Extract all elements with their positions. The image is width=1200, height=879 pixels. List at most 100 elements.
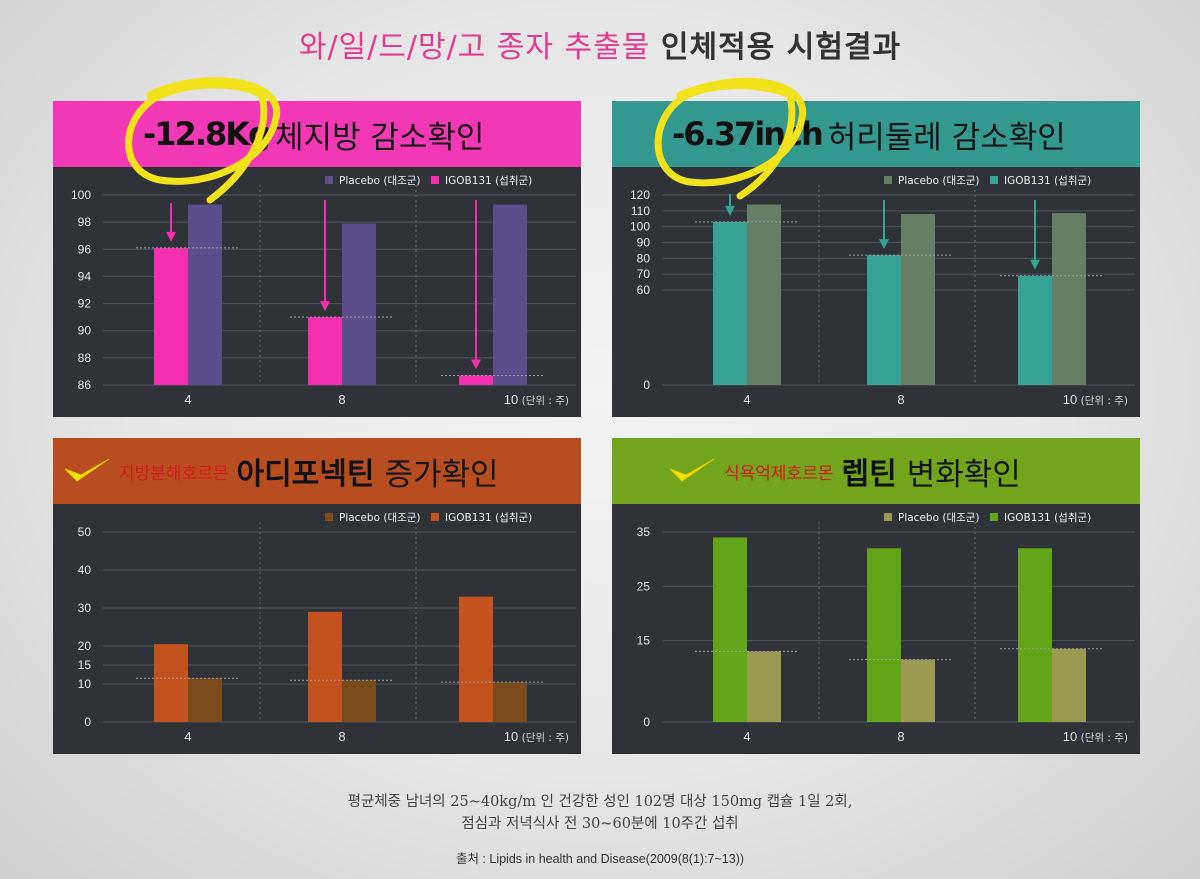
panel-waist: -6.37inch 허리둘레 감소확인 0 60 70 80 90 100 110 120 Pl… [612,101,1140,417]
bar-placebo [1052,648,1086,722]
header-bold: 렙틴 [841,457,897,492]
legend-label: Placebo (대조군) [339,512,421,524]
x-tick-label: 8 [338,729,345,744]
unit-note: (단위 : 주) [1081,394,1128,407]
x-tick-label: 4 [743,729,750,744]
y-tick-label: 92 [78,297,92,311]
legend-label: IGOB131 (섭취군) [1004,175,1091,187]
bar-treatment [459,375,493,385]
highlight-circle-waist [654,77,807,200]
arrow-head [166,231,176,242]
arrow-head [725,539,735,551]
y-tick-label: 90 [637,236,651,250]
bar-placebo [747,651,781,722]
legend-swatch [990,513,998,521]
unit-note: (단위 : 주) [522,394,569,407]
y-tick-label: 100 [71,188,91,202]
unit-note: (단위 : 주) [1081,731,1128,744]
y-tick-label: 94 [78,269,92,283]
bar-placebo [747,204,781,385]
arrow-head [1030,259,1040,270]
y-tick-label: 25 [637,579,651,593]
y-tick-label: 0 [643,378,650,392]
legend-label: IGOB131 (섭취군) [445,175,532,187]
title-result: 인체적용 시험결과 [660,30,902,65]
x-tick-label: 8 [897,729,904,744]
unit-note: (단위 : 주) [522,731,569,744]
y-tick-label: 40 [78,563,92,577]
arrow-head [471,601,481,613]
y-tick-label: 96 [78,242,92,256]
bar-placebo [901,659,935,722]
legend-swatch [990,176,998,184]
y-tick-label: 90 [78,324,92,338]
bar-treatment [154,247,188,385]
title-product: 와/일/드/망/고 종자 추출물 [298,30,651,65]
bar-treatment [867,255,901,385]
header-text: 체지방 감소확인 [274,119,485,156]
x-tick-label: 4 [743,392,750,407]
x-tick-label: 10 [1063,392,1077,407]
bar-treatment [308,317,342,385]
x-tick-label: 8 [897,392,904,407]
x-tick-label: 10 [504,392,518,407]
y-tick-label: 10 [78,677,92,691]
panel-header: 식욕억제호르몬 렙틴 변화확인 [612,438,1140,504]
arrow-head [166,646,176,658]
chart-body-fat: 86 88 90 92 94 96 98 100 Placebo (대조군) IGOB131 (섭… [71,175,576,407]
header-text: 허리둘레 감소확인 [827,119,1066,156]
y-tick-label: 100 [630,220,650,234]
x-tick-label: 10 [504,729,518,744]
bar-placebo [342,223,376,385]
panel-body-fat: -12.8Kg 체지방 감소확인 86 88 90 92 94 96 98 100 Placeb… [53,101,581,417]
y-tick-label: 35 [637,525,651,539]
header-highlight: -12.8Kg [143,115,271,153]
legend-swatch [884,513,892,521]
header-bold: 아디포넥틴 [236,457,375,492]
header-text: 증가확인 [384,456,499,493]
source-citation: 출처 : Lipids in health and Disease(2009(8… [455,852,745,866]
highlight-circle-fat [125,77,281,204]
arrow-head [879,550,889,562]
y-tick-label: 70 [637,267,651,281]
arrow-head [879,239,889,250]
y-tick-label: 20 [78,639,92,653]
legend-swatch [431,176,439,184]
header-sub: 식욕억제호르몬 [724,463,834,484]
x-tick-label: 10 [1063,729,1077,744]
legend-swatch [325,176,333,184]
y-tick-label: 86 [78,378,92,392]
y-tick-label: 15 [78,658,92,672]
legend-label: IGOB131 (섭취군) [1004,512,1091,524]
bar-treatment [1018,275,1052,385]
arrow-head [725,205,735,216]
bar-treatment [713,221,747,385]
panel-adiponectin: 지방분해호르몬 아디포넥틴 증가확인 0 10 15 20 30 40 50 Placebo … [53,438,581,754]
x-tick-label: 8 [338,392,345,407]
bar-placebo [493,682,527,722]
y-tick-label: 15 [637,634,651,648]
chart-adiponectin: 0 10 15 20 30 40 50 Placebo (대조군) IGOB131 (섭취군) 4… [78,512,576,744]
footnote-line-2: 점심과 저녁식사 전 30~60분에 10주간 섭취 [461,816,739,832]
arrow-head [320,301,330,312]
bar-placebo [1052,213,1086,385]
bar-placebo [493,204,527,385]
arrow-head [471,359,481,370]
legend-swatch [431,513,439,521]
y-tick-label: 30 [78,601,92,615]
legend-swatch [884,176,892,184]
bar-placebo [342,680,376,722]
chart-leptin: 0 15 25 35 Placebo (대조군) IGOB131 (섭취군) 4 8 10 (단위… [637,512,1135,744]
check-icon [64,458,110,482]
y-tick-label: 0 [643,715,650,729]
y-tick-label: 88 [78,351,92,365]
panel-header: 지방분해호르몬 아디포넥틴 증가확인 [53,438,581,504]
header-text: 변화확인 [906,456,1021,493]
y-tick-label: 98 [78,215,92,229]
y-tick-label: 110 [631,204,650,218]
bar-placebo [901,214,935,385]
panel-leptin: 식욕억제호르몬 렙틴 변화확인 0 15 25 35 Placebo (대조군) IGOB… [612,438,1140,754]
header-sub: 지방분해호르몬 [119,463,229,484]
